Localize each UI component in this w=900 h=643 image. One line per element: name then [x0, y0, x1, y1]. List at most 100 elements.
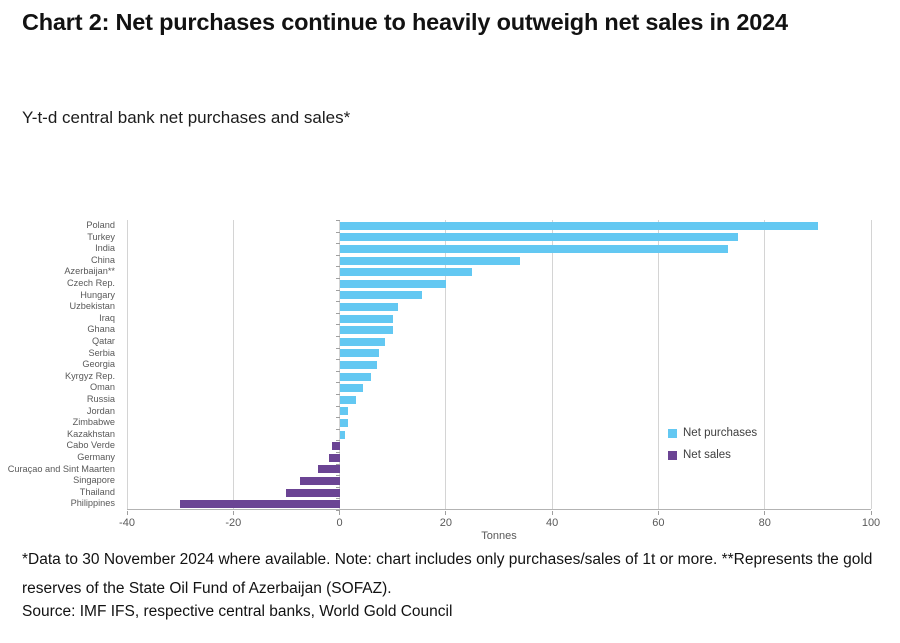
bar-turkey — [339, 233, 739, 242]
category-axis-tick — [335, 301, 340, 303]
category-label-13: Kyrgyz Rep. — [64, 370, 115, 381]
bar-oman — [339, 384, 364, 393]
x-axis-tick-100 — [870, 511, 872, 515]
bar-georgia — [339, 361, 377, 369]
category-axis-tick — [335, 254, 340, 256]
bar-qatar — [339, 337, 385, 346]
category-label-11: Serbia — [88, 347, 115, 358]
bar-russia — [339, 395, 356, 404]
x-axis-tick-label--40: -40 — [119, 517, 135, 529]
category-axis-labels: Poland Turkey India China Azerbaijan** Czech … — [0, 220, 115, 510]
category-axis-tick — [335, 370, 340, 372]
bar-kyrgyz-rep — [339, 372, 372, 381]
category-label-19: Cabo Verde — [66, 440, 115, 451]
category-label-6: Hungary — [80, 289, 115, 300]
footnote: *Data to 30 November 2024 where availabl… — [22, 551, 873, 597]
category-label-8: Iraq — [99, 312, 115, 323]
x-axis-tick-label-80: 80 — [758, 517, 771, 529]
category-label-12: Georgia — [82, 359, 115, 370]
category-axis-tick — [335, 382, 340, 384]
bar-serbia — [339, 349, 380, 358]
category-axis-tick — [335, 394, 340, 395]
category-label-10: Qatar — [92, 336, 115, 346]
category-label-15: Russia — [86, 394, 115, 404]
x-axis-tick-20 — [445, 511, 447, 515]
category-label-5: Czech Rep. — [66, 278, 115, 288]
net-purchases-swatch — [668, 428, 677, 438]
legend-item-net-sales: Net sales — [668, 449, 757, 461]
category-label-16: Jordan — [86, 405, 115, 416]
bar-poland — [339, 221, 818, 230]
category-axis-tick — [335, 428, 340, 430]
source-line: Source: IMF IFS, respective central bank… — [22, 603, 453, 620]
category-label-21: Curaçao and Sint Maarten — [7, 463, 115, 474]
bar-uzbekistan — [339, 303, 399, 311]
bar-germany — [328, 453, 340, 462]
x-axis-tick-label-100: 100 — [861, 517, 881, 529]
x-axis-tick-label-40: 40 — [546, 517, 559, 529]
category-axis-tick — [335, 243, 340, 245]
gridline-20 — [445, 220, 447, 509]
x-axis-title: Tonnes — [481, 530, 517, 542]
bar-iraq — [339, 314, 393, 323]
value-axis: -40 -20 0 20 40 60 80 100 — [119, 511, 880, 537]
category-axis-tick — [335, 359, 340, 361]
category-label-1: Turkey — [87, 231, 115, 242]
bar-chart-plot-area: Net purchases Net sales — [126, 220, 872, 511]
net-purchases-legend-label: Net purchases — [683, 427, 758, 439]
chart-legend: Net purchases Net sales — [668, 427, 757, 471]
category-axis-tick — [335, 440, 340, 442]
category-axis-tick — [335, 231, 340, 233]
bar-india — [339, 245, 728, 253]
category-axis-tick — [335, 289, 340, 291]
category-label-20: Germany — [77, 452, 115, 462]
bar-ghana — [339, 326, 393, 335]
gridline-80 — [764, 220, 766, 509]
category-axis-tick — [335, 486, 340, 488]
x-axis-tick-40 — [551, 511, 553, 515]
category-axis-tick — [335, 278, 340, 279]
x-axis-tick-80 — [764, 511, 766, 515]
category-axis-tick — [335, 417, 340, 419]
category-label-14: Oman — [89, 382, 115, 393]
x-axis-tick--40 — [126, 511, 128, 515]
x-axis-tick-label--20: -20 — [225, 517, 242, 529]
chart-subtitle: Y-t-d central bank net purchases and sal… — [22, 108, 351, 127]
category-axis-tick — [335, 266, 340, 268]
category-axis-tick — [335, 347, 340, 349]
bar-cura-ao-and-sint-maarten — [318, 465, 340, 474]
x-axis-tick-label-0: 0 — [336, 517, 343, 529]
category-axis-tick — [335, 510, 340, 511]
x-axis-tick-60 — [657, 511, 659, 515]
category-axis-tick — [335, 463, 340, 465]
category-label-23: Thailand — [79, 486, 115, 497]
gridline--40 — [126, 220, 128, 509]
category-axis-tick — [335, 324, 340, 326]
bar-singapore — [299, 477, 340, 485]
gridline-60 — [657, 220, 659, 509]
category-label-4: Azerbaijan** — [64, 266, 115, 277]
category-label-17: Zimbabwe — [72, 417, 115, 428]
category-axis-tick — [335, 452, 340, 453]
category-label-18: Kazakhstan — [66, 428, 115, 439]
bar-cabo-verde — [331, 442, 340, 451]
x-axis-tick-0 — [339, 511, 341, 515]
category-label-22: Singapore — [73, 475, 115, 486]
category-label-9: Ghana — [87, 324, 115, 335]
net-sales-swatch — [668, 450, 677, 460]
bar-thailand — [286, 488, 340, 497]
chart-title: Chart 2: Net purchases continue to heavi… — [22, 9, 788, 35]
bar-jordan — [339, 407, 348, 416]
x-axis-tick--20 — [232, 511, 234, 515]
category-axis-tick — [335, 312, 340, 314]
bar-zimbabwe — [339, 419, 348, 427]
category-axis-tick — [335, 220, 340, 221]
bar-hungary — [339, 291, 422, 300]
category-axis-tick — [335, 405, 340, 407]
category-axis-tick — [335, 498, 340, 500]
bar-czech-rep — [339, 279, 446, 288]
bar-kazakhstan — [339, 430, 345, 439]
gridline-40 — [551, 220, 553, 509]
category-label-7: Uzbekistan — [69, 301, 115, 312]
category-label-24: Philippines — [70, 498, 115, 509]
